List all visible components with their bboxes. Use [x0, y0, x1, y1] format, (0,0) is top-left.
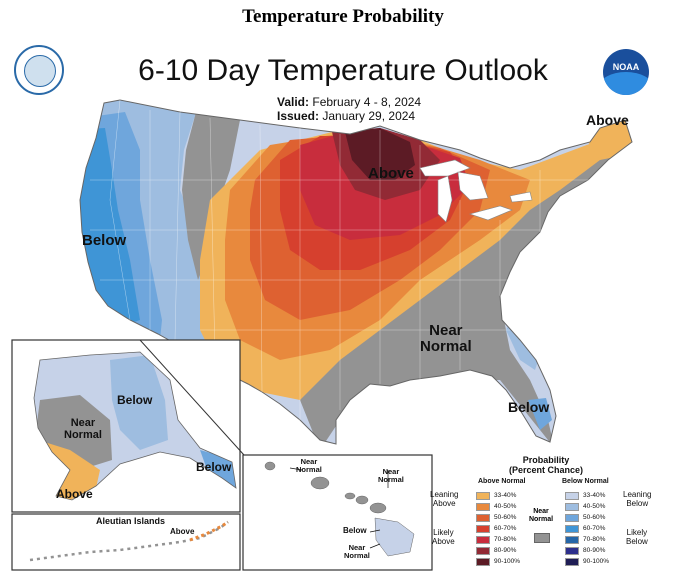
legend-leaning-below: Leaning Below — [623, 490, 652, 509]
legend-below-swatch — [565, 525, 579, 533]
legend-below-range-label: 70-80% — [583, 536, 606, 543]
legend-below-range-label: 60-70% — [583, 525, 606, 532]
inset-divider-line — [139, 339, 245, 456]
legend-below-swatch — [565, 503, 579, 511]
legend-below-range-label: 80-90% — [583, 547, 606, 554]
legend-above-swatch — [476, 536, 490, 544]
big-island — [374, 517, 415, 557]
aleutian-title: Aleutian Islands — [96, 516, 166, 526]
label-alaska-below-panhandle: Below — [196, 460, 232, 474]
aleutian-inset-frame — [11, 513, 241, 571]
legend-likely-above: Likely Above — [432, 528, 455, 547]
legend-above-range-label: 80-90% — [494, 547, 517, 554]
legend-above-range-label: 70-80% — [494, 536, 517, 543]
label-aleutian-above: Above — [170, 527, 195, 536]
label-alaska-above: Above — [56, 487, 93, 501]
legend-near-normal-label: Near Normal — [528, 508, 554, 523]
legend-below-swatch — [565, 536, 579, 544]
legend-title: Probability (Percent Chance) — [508, 455, 584, 475]
legend-above-range-label: 60-70% — [494, 525, 517, 532]
hawaii-islands — [264, 461, 387, 514]
legend-likely-below: Likely Below — [626, 528, 648, 547]
legend-above-range-label: 90-100% — [494, 558, 521, 565]
legend-below-swatch — [565, 547, 579, 555]
noaa-logo-text: NOAA — [612, 62, 640, 72]
legend-below-swatch — [565, 558, 579, 566]
legend-above-swatch — [476, 547, 490, 555]
legend-above-swatch — [476, 514, 490, 522]
legend-above-range-label: 40-50% — [494, 503, 517, 510]
legend-above-swatch — [476, 558, 490, 566]
page-title: Temperature Probability — [242, 6, 444, 27]
label-below-florida: Below — [508, 399, 550, 415]
legend-leaning-above: Leaning Above — [430, 490, 459, 509]
commerce-seal-logo — [14, 45, 64, 95]
legend-below-range-label: 40-50% — [583, 503, 606, 510]
legend-above-swatch — [476, 503, 490, 511]
label-above-maine: Above — [586, 112, 629, 128]
legend-near-normal-swatch — [534, 533, 550, 543]
label-alaska-near-normal: Near Normal — [64, 417, 102, 441]
label-hawaii-near-normal-1: Near Normal — [296, 457, 322, 474]
legend-above-swatch — [476, 525, 490, 533]
map-title: 6-10 Day Temperature Outlook — [138, 54, 548, 87]
label-alaska-below-north: Below — [117, 393, 153, 407]
issued-date: Issued: January 29, 2024 — [277, 109, 416, 123]
valid-dates: Valid: February 4 - 8, 2024 — [277, 95, 422, 109]
legend-above-range-label: 33-40% — [494, 492, 517, 499]
legend-below-range-label: 90-100% — [583, 558, 610, 565]
label-above-midwest: Above — [368, 165, 414, 182]
legend-above-swatch — [476, 492, 490, 500]
label-hawaii-near-normal-3: Near Normal — [344, 543, 370, 560]
noaa-logo: NOAA — [603, 49, 649, 95]
aleutian-islands — [29, 521, 229, 562]
legend-above-range-label: 50-60% — [494, 514, 517, 521]
legend-above-header: Above Normal — [478, 478, 526, 485]
legend-below-header: Below Normal — [562, 478, 609, 485]
legend-below-range-label: 50-60% — [583, 514, 606, 521]
label-below-west: Below — [82, 232, 127, 249]
legend-below-swatch — [565, 492, 579, 500]
label-hawaii-below: Below — [343, 526, 367, 535]
label-near-normal-southeast: Near Normal — [420, 322, 472, 355]
legend-below-range-label: 33-40% — [583, 492, 606, 499]
state-borders — [90, 99, 600, 420]
label-hawaii-near-normal-2: Near Normal — [378, 467, 404, 484]
legend-below-swatch — [565, 514, 579, 522]
great-lakes — [419, 159, 533, 223]
